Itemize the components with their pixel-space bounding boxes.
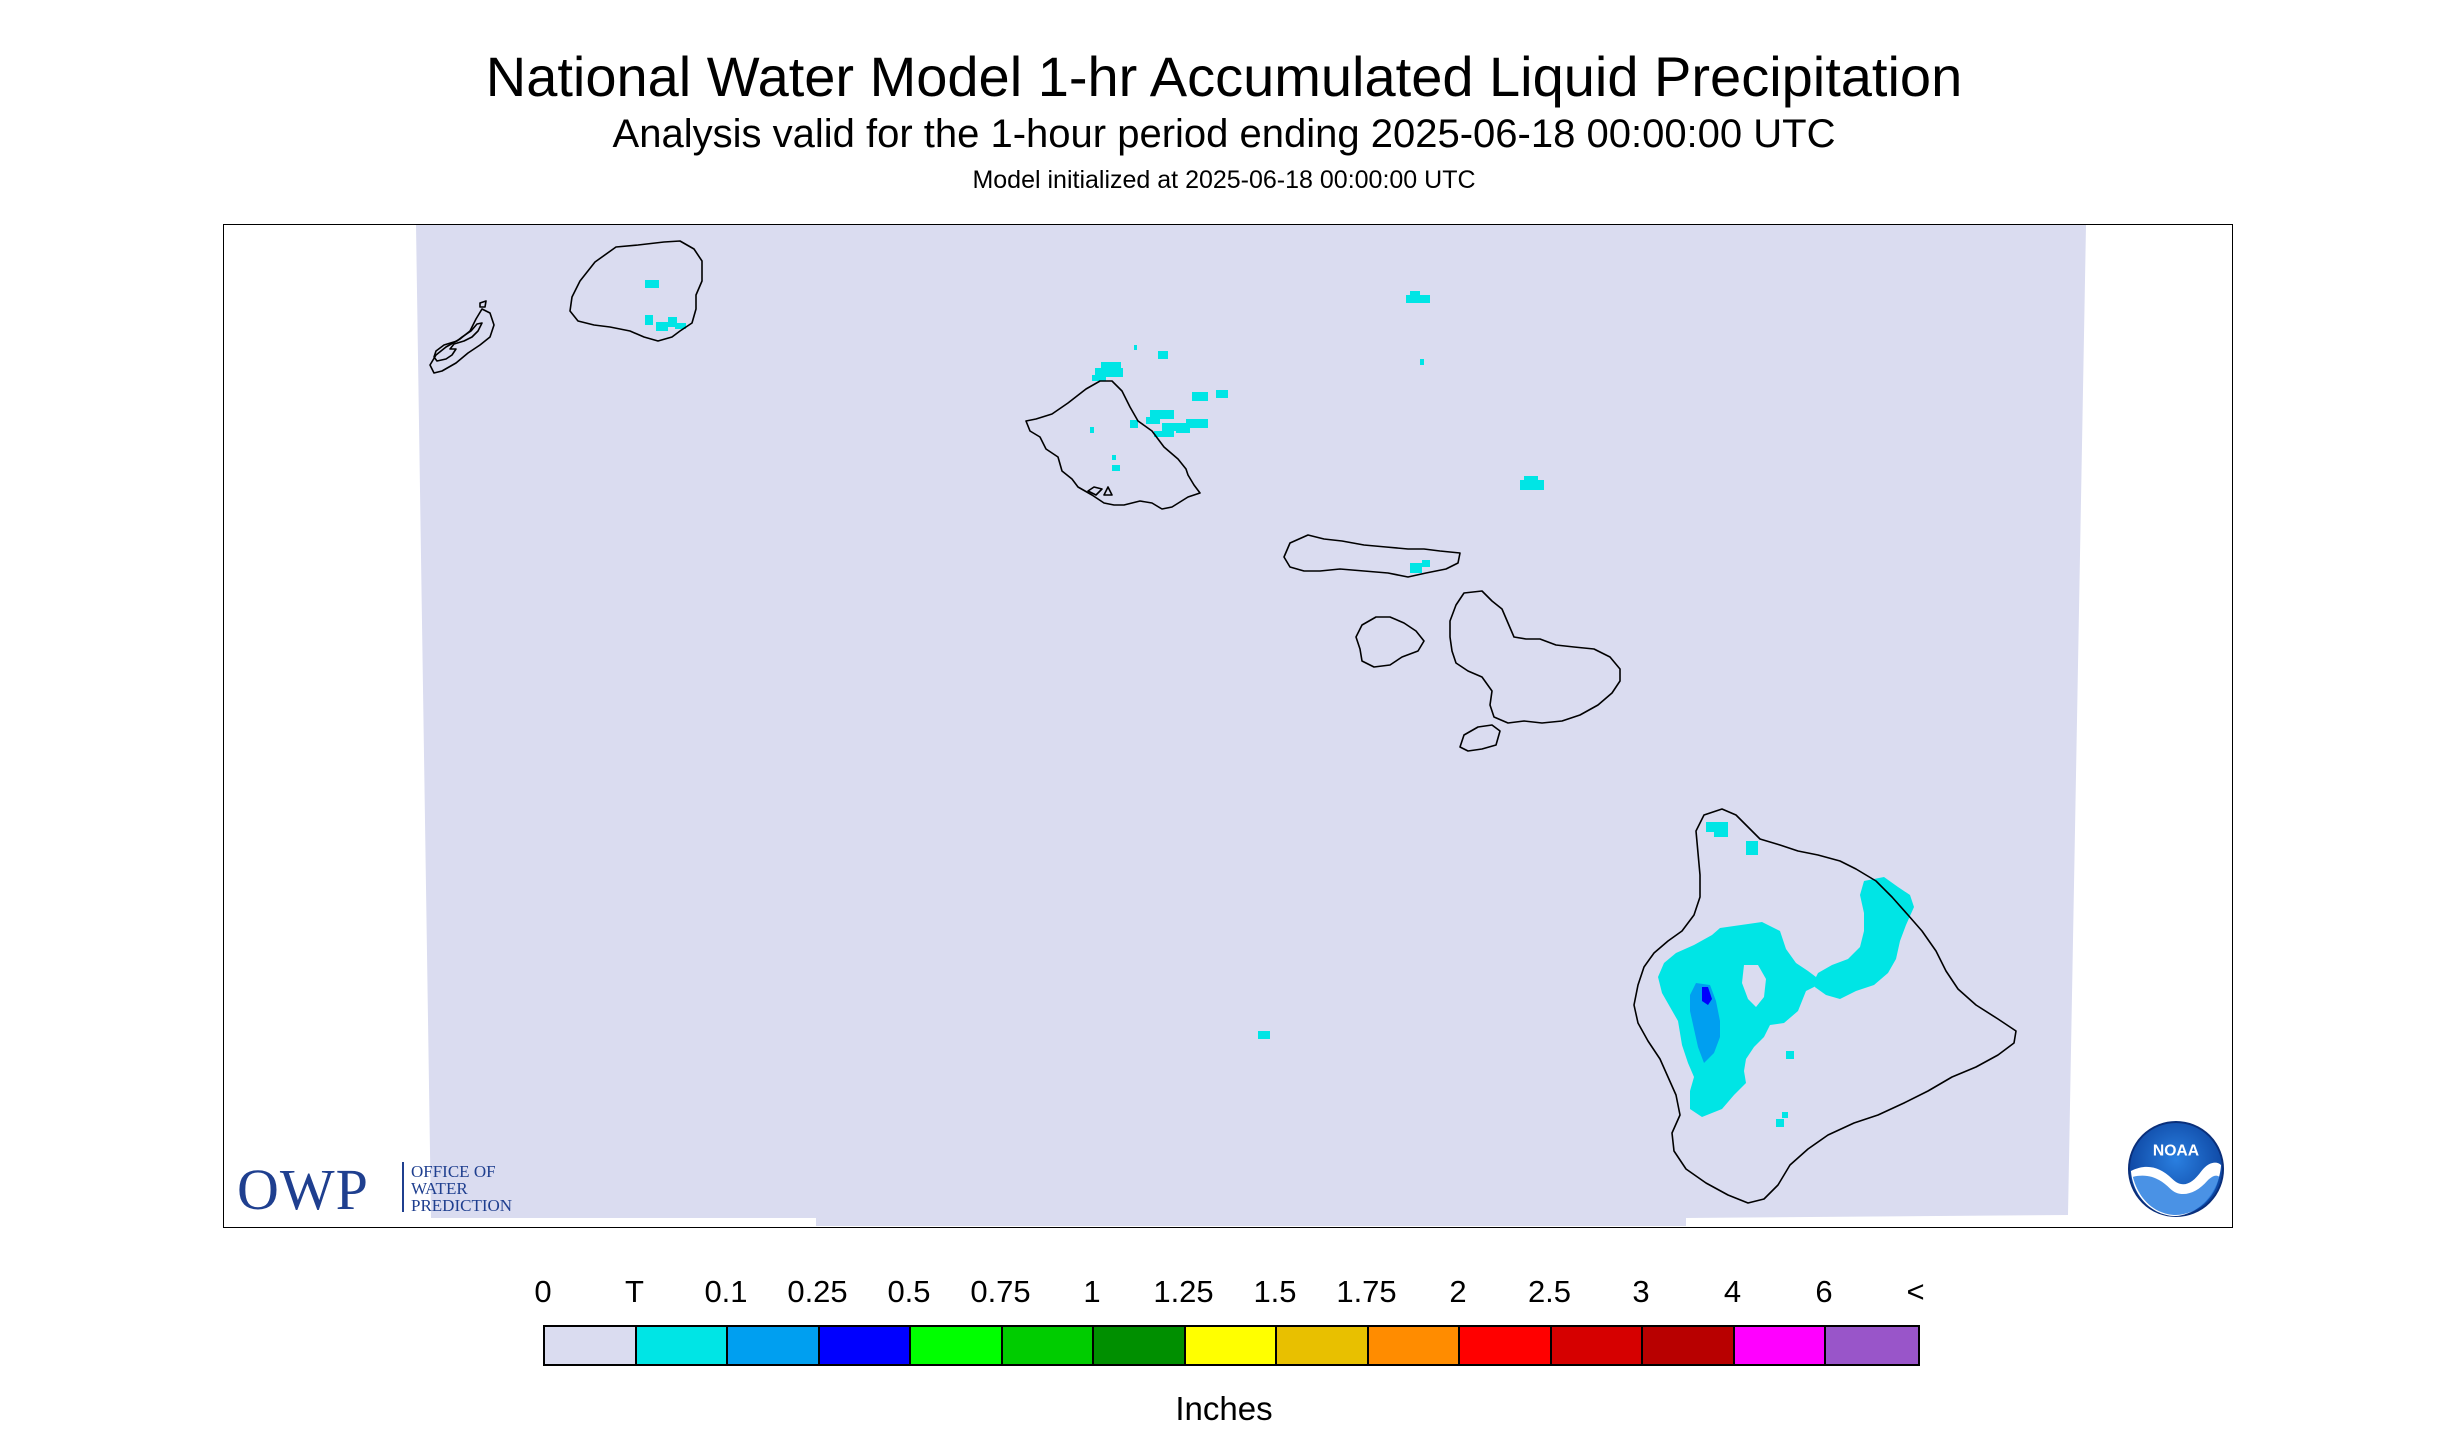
legend-swatch-14 (1826, 1327, 1918, 1364)
owp-logo: OWP OFFICE OF WATER PREDICTION (237, 1157, 557, 1222)
legend-swatch-13 (1734, 1327, 1826, 1364)
island-maui (1449, 590, 1621, 724)
legend-swatch-8 (1277, 1327, 1369, 1364)
island-outlines (429, 240, 2017, 1204)
legend-colorbar (543, 1325, 1920, 1366)
island-lanai (1355, 616, 1425, 668)
legend-swatch-7 (1185, 1327, 1277, 1364)
legend-label-14: 6 (1815, 1274, 1833, 1309)
island-hawaii (1633, 808, 2017, 1204)
legend-swatch-1 (636, 1327, 728, 1364)
noaa-logo-mark: NOAA (2153, 1142, 2199, 1159)
precip-trace-areas (645, 280, 1914, 1127)
legend-swatch-3 (819, 1327, 911, 1364)
model-domain (416, 225, 2086, 1226)
island-niihau-body (429, 308, 495, 374)
legend-label-15: < (1906, 1274, 1925, 1309)
model-init-line: Model initialized at 2025-06-18 00:00:00… (972, 166, 1476, 194)
legend-label-11: 2.5 (1527, 1274, 1572, 1309)
island-kauai (569, 240, 703, 342)
pearl-harbor (1087, 486, 1113, 496)
legend-swatch-0 (545, 1327, 637, 1364)
island-molokai (1283, 534, 1461, 578)
legend-label-7: 1.25 (1153, 1274, 1214, 1309)
legend-units: Inches (1175, 1390, 1273, 1427)
legend-label-5: 0.75 (970, 1274, 1031, 1309)
legend-swatch-2 (728, 1327, 820, 1364)
legend-label-9: 1.75 (1336, 1274, 1397, 1309)
dry-gap (1742, 965, 1766, 1007)
legend-label-0: 0 (534, 1274, 552, 1309)
owp-logo-line2: WATER (411, 1179, 468, 1198)
legend-label-1: T (625, 1274, 644, 1309)
island-kahoolawe (1459, 724, 1501, 752)
legend-label-8: 1.5 (1253, 1274, 1297, 1309)
legend-label-12: 3 (1632, 1274, 1650, 1309)
map-title: National Water Model 1-hr Accumulated Li… (485, 45, 1963, 108)
map-panel (223, 224, 2233, 1228)
precipitation-map (224, 225, 2231, 1226)
legend-label-13: 4 (1723, 1274, 1742, 1309)
legend-swatch-5 (1002, 1327, 1094, 1364)
precip-0-25-area (1702, 987, 1712, 1005)
legend-label-4: 0.5 (887, 1274, 931, 1309)
map-subtitle: Analysis valid for the 1-hour period end… (612, 112, 1836, 156)
legend-label-6: 1 (1083, 1274, 1101, 1309)
legend-label-2: 0.1 (704, 1274, 748, 1309)
precip-0-1-area (1690, 983, 1720, 1063)
owp-logo-line3: PREDICTION (411, 1196, 513, 1215)
legend-swatch-6 (1094, 1327, 1186, 1364)
owp-logo-divider (402, 1162, 404, 1212)
legend-swatch-10 (1460, 1327, 1552, 1364)
legend-swatch-12 (1643, 1327, 1735, 1364)
owp-logo-mark: OWP (237, 1157, 369, 1222)
legend-swatch-9 (1368, 1327, 1460, 1364)
legend-label-10: 2 (1449, 1274, 1467, 1309)
noaa-logo: NOAA (2127, 1120, 2225, 1218)
legend-label-3: 0.25 (787, 1274, 848, 1309)
owp-logo-line1: OFFICE OF (411, 1162, 496, 1181)
legend-swatch-4 (911, 1327, 1003, 1364)
legend-swatch-11 (1551, 1327, 1643, 1364)
islet-lehua (479, 300, 487, 308)
island-oahu (1025, 380, 1201, 510)
